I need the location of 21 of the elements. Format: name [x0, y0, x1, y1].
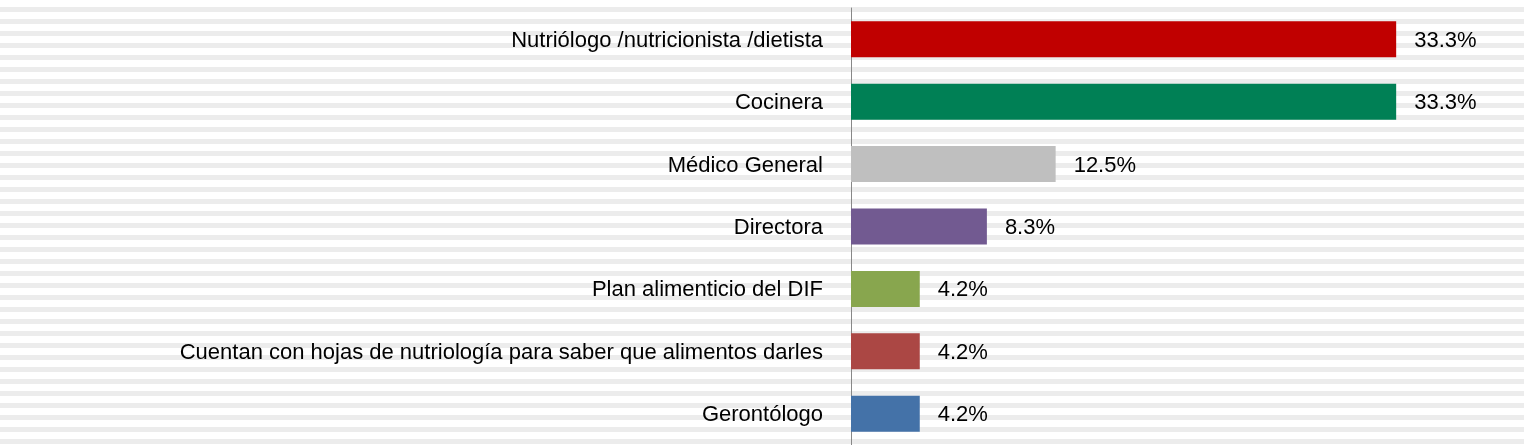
data-label: 4.2%	[937, 338, 988, 364]
y-tick-label: Cocinera	[734, 89, 824, 115]
data-label: 12.5%	[1073, 151, 1137, 177]
data-label: 8.3%	[1004, 214, 1056, 239]
y-tick-label: Plan alimenticio del DIF	[591, 276, 823, 302]
bar	[851, 208, 987, 245]
data-label: 4.2%	[937, 276, 988, 302]
bar	[851, 146, 1056, 183]
data-label: 4.2%	[937, 401, 988, 427]
y-tick-label: Directora	[733, 214, 824, 239]
bar	[851, 333, 920, 370]
y-tick-label: Médico General	[667, 151, 823, 177]
data-label: 33.3%	[1414, 89, 1477, 115]
bar	[851, 395, 920, 432]
bar	[851, 83, 1397, 120]
y-tick-label: Gerontólogo	[701, 401, 823, 427]
data-label: 33.3%	[1414, 26, 1477, 52]
bar	[851, 270, 920, 307]
y-tick-label: Cuentan con hojas de nutriología para saber que alimentos darles	[179, 338, 823, 364]
bar	[851, 21, 1397, 58]
y-tick-label: Nutriólogo /nutricionista /dietista	[511, 26, 824, 52]
